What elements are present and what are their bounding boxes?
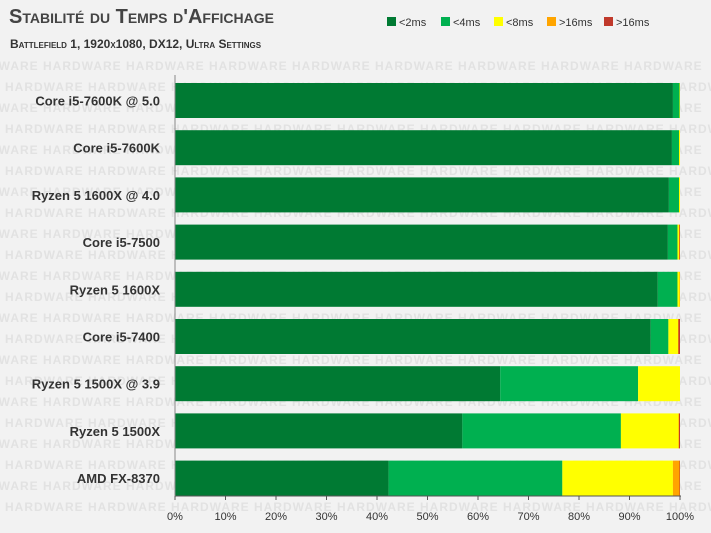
bar-segment (500, 366, 639, 402)
x-tick-label: 60% (467, 511, 489, 523)
legend-label: <8ms (506, 17, 534, 29)
bar-segment (650, 319, 669, 354)
bar-segment (175, 177, 669, 213)
bar-segment (678, 319, 680, 354)
x-tick-label: 80% (568, 511, 590, 523)
bar-segment (677, 319, 679, 354)
category-label: AMD FX-8370 (77, 471, 160, 486)
bar-segment (678, 224, 680, 260)
legend-label: >16ms (616, 17, 650, 29)
x-tick-label: 40% (366, 511, 388, 523)
bar-segment (462, 413, 621, 449)
bar-segment (175, 83, 673, 118)
watermark-text: HARDWARE HARDWARE HARDWARE HARDWARE HARD… (0, 59, 703, 73)
watermark-text: HARDWARE HARDWARE HARDWARE HARDWARE HARD… (0, 353, 703, 367)
legend-swatch (387, 17, 396, 26)
bar-segment (679, 271, 680, 307)
bar-segment (678, 413, 680, 449)
bar-segment (679, 224, 680, 260)
legend-label: <4ms (453, 17, 481, 29)
bar-segment (678, 413, 679, 449)
bar-segment (671, 130, 679, 166)
legend-label: >16ms (559, 17, 593, 29)
bar-segment (388, 460, 563, 496)
category-label: Ryzen 5 1600X @ 4.0 (32, 188, 160, 203)
x-tick-label: 20% (265, 511, 287, 523)
bar-segment (677, 224, 679, 260)
bar-segment (679, 83, 680, 118)
bar-segment (175, 319, 651, 354)
bar-segment (175, 413, 463, 449)
bar-segment (667, 224, 678, 260)
category-label: Ryzen 5 1600X (70, 282, 161, 297)
watermark-text: HARDWARE HARDWARE HARDWARE HARDWARE HARD… (5, 164, 711, 178)
x-tick-label: 30% (315, 511, 337, 523)
category-label: Ryzen 5 1500X (70, 424, 161, 439)
bar-segment (677, 271, 680, 307)
bar-segment (175, 460, 389, 496)
category-label: Ryzen 5 1500X @ 3.9 (32, 377, 160, 392)
legend-swatch (494, 17, 503, 26)
bar-segment (175, 271, 658, 307)
bar-segment (668, 177, 679, 213)
chart-subtitle: Battlefield 1, 1920x1080, DX12, Ultra Se… (10, 37, 262, 51)
category-label: Core i5-7500 (83, 235, 160, 250)
bar-segment (562, 460, 673, 496)
legend-swatch (547, 17, 556, 26)
legend-swatch (604, 17, 613, 26)
bar-segment (638, 366, 680, 402)
x-tick-label: 50% (416, 511, 438, 523)
bar-segment (175, 224, 668, 260)
chart-title: Stabilité du Temps d'Affichage (9, 6, 274, 28)
bar-segment (672, 83, 680, 118)
bar-segment (175, 366, 501, 402)
x-tick-label: 70% (517, 511, 539, 523)
legend-label: <2ms (399, 17, 427, 29)
bar-segment (668, 319, 678, 354)
bar-segment (175, 130, 672, 166)
legend-swatch (441, 17, 450, 26)
bar-segment (678, 130, 680, 166)
bar-segment (678, 177, 680, 213)
bar-segment (620, 413, 679, 449)
category-label: Core i5-7600K (73, 141, 160, 156)
category-label: Core i5-7600K @ 5.0 (35, 94, 160, 109)
x-tick-label: 10% (214, 511, 236, 523)
x-tick-label: 0% (167, 511, 183, 523)
x-tick-label: 100% (666, 511, 694, 523)
category-label: Core i5-7400 (83, 330, 160, 345)
bar-segment (672, 460, 680, 496)
watermark-text: HARDWARE HARDWARE HARDWARE HARDWARE HARD… (5, 500, 711, 514)
x-tick-label: 90% (618, 511, 640, 523)
bar-segment (679, 460, 680, 496)
bar-segment (657, 271, 678, 307)
